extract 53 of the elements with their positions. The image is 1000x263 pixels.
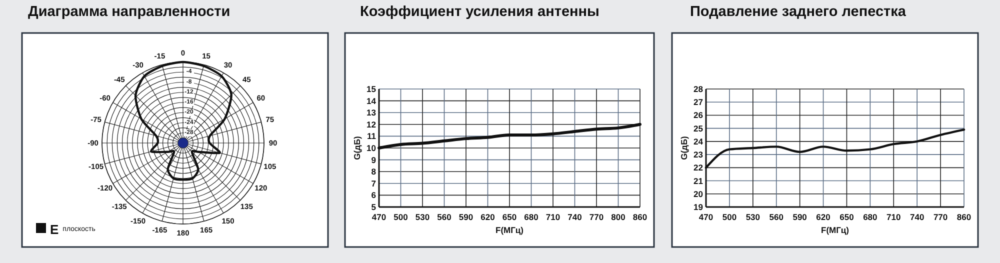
x-tick-label: 470	[698, 212, 714, 222]
x-tick-label: 500	[394, 212, 408, 222]
x-tick-label: 800	[611, 212, 626, 222]
x-tick-label: 470	[372, 212, 386, 222]
x-tick-label: 710	[886, 212, 901, 222]
y-tick-label: 12	[366, 119, 376, 130]
x-tick-label: 860	[956, 212, 972, 222]
x-tick-label: 710	[546, 212, 560, 222]
y-tick-label: 7	[371, 178, 376, 188]
y-tick-label: 11	[367, 131, 376, 142]
x-tick-label: 530	[415, 212, 430, 222]
y-tick-label: 19	[694, 202, 704, 212]
y-tick-label: 9	[371, 154, 376, 165]
y-tick-label: 15	[366, 84, 376, 94]
y-tick-label: 25	[694, 123, 704, 134]
y-tick-label: 20	[694, 188, 704, 199]
x-tick-label: 590	[792, 212, 808, 222]
y-tick-label: 23	[694, 150, 704, 160]
y-axis-title: G(дБ)	[352, 136, 362, 160]
y-tick-label: 8	[371, 166, 376, 177]
y-tick-label: 24	[694, 136, 704, 146]
x-tick-label: 500	[722, 212, 737, 222]
chart-title: Коэффициент усиления антенны	[360, 4, 600, 20]
y-tick-label: 10	[366, 143, 376, 153]
x-tick-label: 650	[502, 212, 517, 222]
y-tick-label: 21	[694, 176, 704, 186]
y-tick-label: 13	[366, 108, 376, 118]
x-tick-label: 770	[933, 212, 948, 222]
y-tick-label: 14	[366, 96, 376, 106]
x-axis-title: F(МГц)	[496, 225, 524, 235]
chart-title: Диаграмма направленности	[28, 4, 230, 20]
x-axis-title: F(МГц)	[821, 225, 850, 235]
x-tick-label: 560	[437, 212, 452, 222]
x-tick-label: 650	[840, 212, 854, 222]
x-tick-label: 680	[524, 212, 539, 222]
x-tick-label: 620	[816, 212, 831, 222]
y-axis-title: G(дБ)	[679, 136, 689, 160]
x-tick-label: 740	[568, 212, 582, 222]
y-tick-label: 28	[694, 84, 704, 94]
x-tick-label: 530	[746, 212, 760, 222]
y-tick-label: 22	[694, 162, 704, 173]
y-tick-label: 5	[371, 202, 376, 212]
x-tick-label: 860	[632, 212, 648, 222]
x-tick-label: 620	[480, 212, 496, 222]
y-tick-label: 26	[694, 110, 704, 120]
x-tick-label: 740	[910, 212, 924, 222]
x-tick-label: 590	[458, 212, 474, 222]
y-tick-label: 27	[694, 97, 704, 108]
chart-title: Подавление заднего лепестка	[690, 4, 907, 20]
x-tick-label: 770	[589, 212, 604, 222]
x-tick-label: 560	[769, 212, 784, 222]
x-tick-label: 680	[863, 212, 878, 222]
y-tick-label: 6	[371, 190, 376, 200]
